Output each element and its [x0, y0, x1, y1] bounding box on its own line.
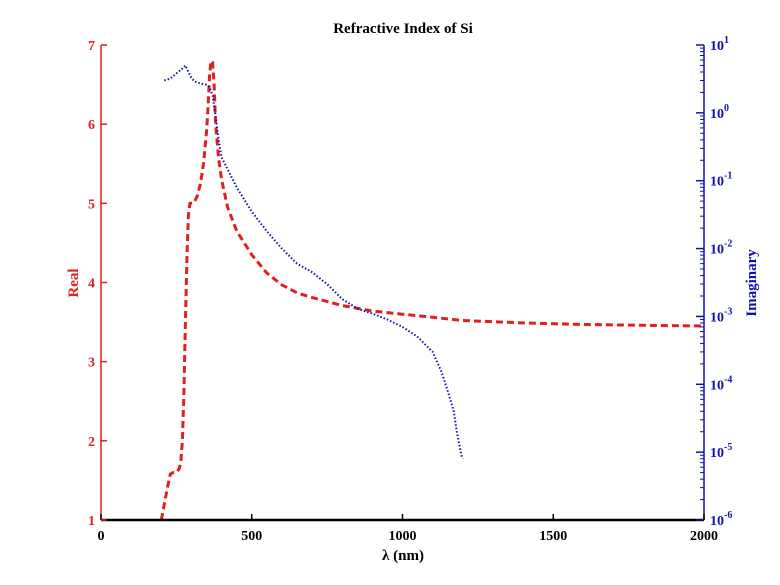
y-left-tick-label: 4	[88, 277, 95, 292]
y-left-tick-label: 2	[88, 435, 95, 450]
x-tick-label: 2000	[690, 529, 718, 544]
y-left-tick-label: 6	[88, 118, 95, 133]
series-layer	[159, 59, 705, 521]
y-left-tick-label: 5	[88, 197, 95, 212]
y-axis-right-label: Imaginary	[744, 249, 760, 317]
x-tick-label: 1000	[389, 529, 417, 544]
x-axis-label: λ (nm)	[382, 548, 424, 564]
ticks-layer: 0 500 1000 1500 2000123456710-610-510-410-31…	[88, 35, 732, 544]
y-left-tick-label: 3	[88, 356, 95, 371]
y-axis-left-label: Real	[66, 268, 82, 297]
y-left-tick-label: 7	[88, 39, 95, 54]
x-tick-label: 0	[98, 529, 105, 544]
x-tick-label: 1500	[539, 529, 567, 544]
y-left-tick-label: 1	[88, 514, 95, 529]
series-line-imaginary	[163, 64, 464, 460]
chart-title: Refractive Index of Si	[333, 21, 473, 37]
series-line-real	[159, 59, 705, 521]
x-tick-label: 500	[241, 529, 262, 544]
